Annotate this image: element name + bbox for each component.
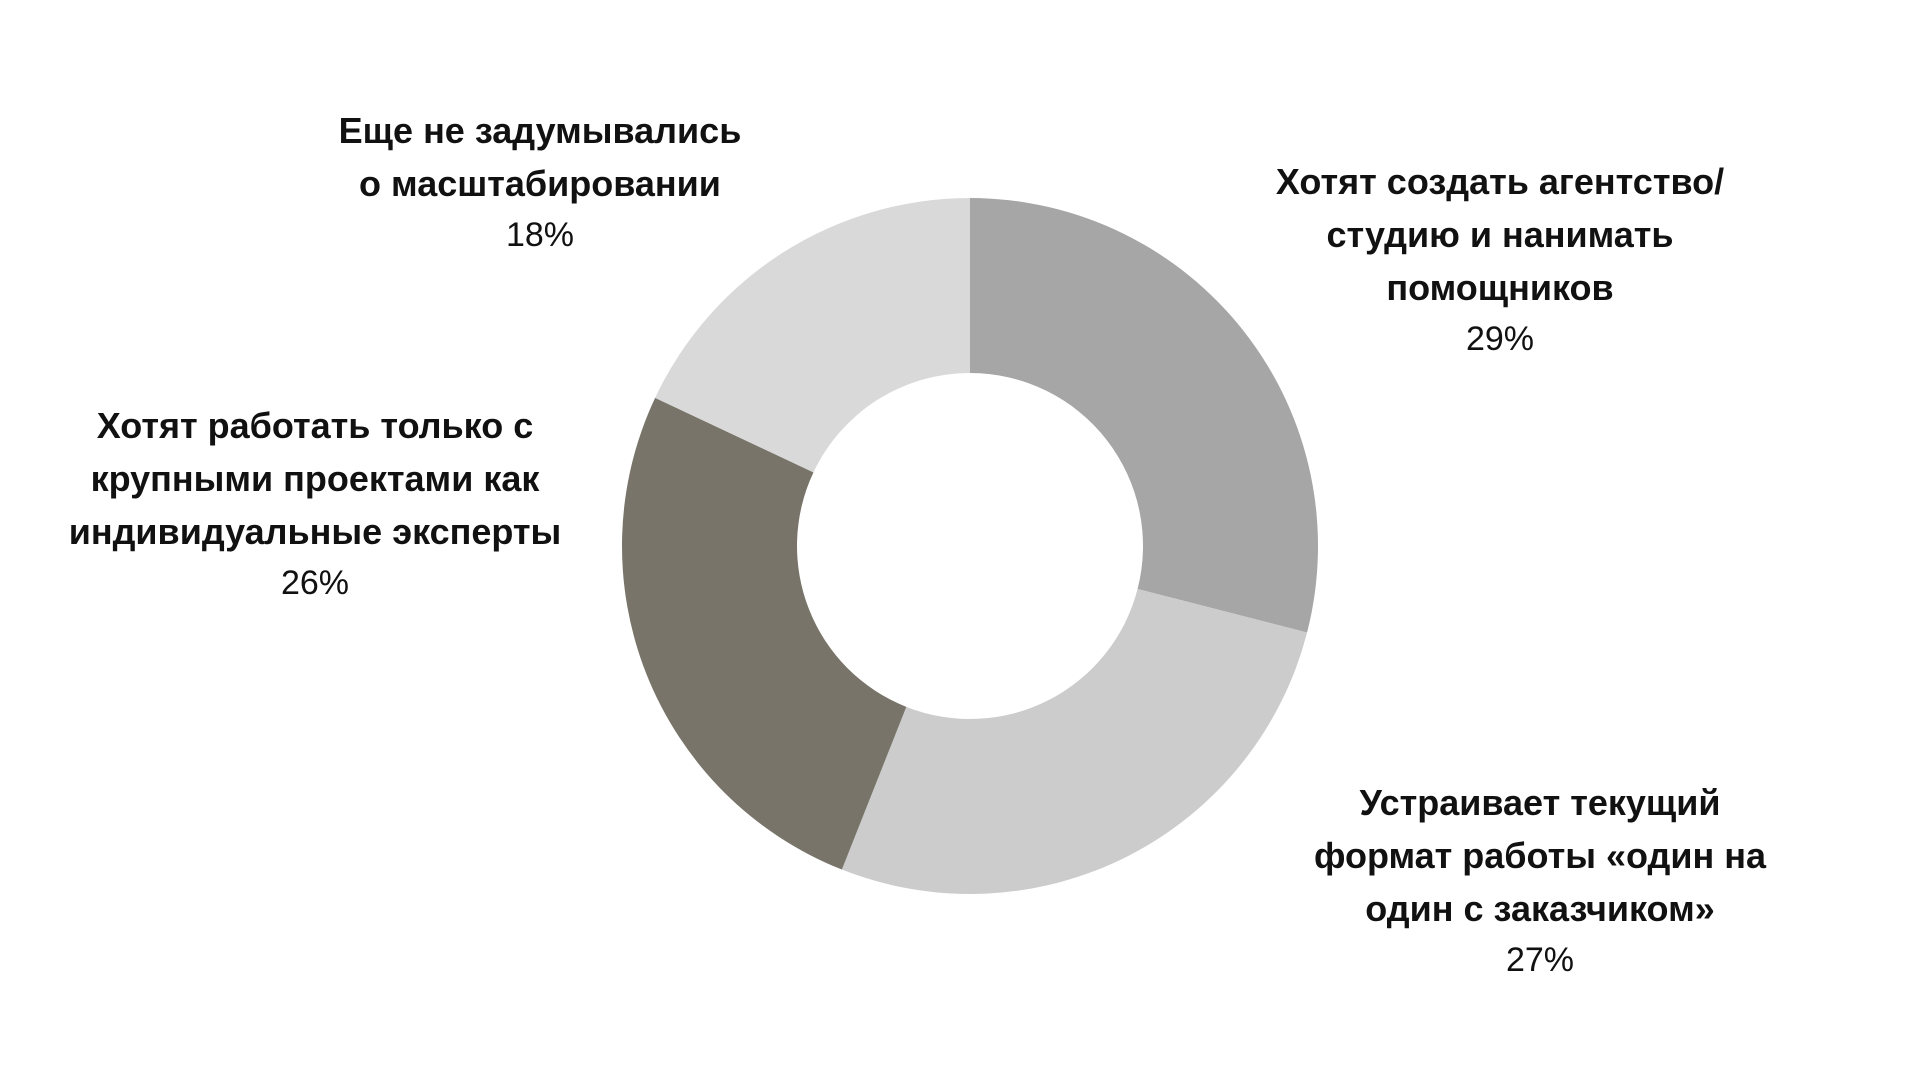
slice-label-not-considered: Еще не задумывались о масштабировании 18…	[250, 104, 830, 260]
slice-label-experts: Хотят работать только с крупными проекта…	[15, 399, 615, 608]
slice-label-experts-name: Хотят работать только с крупными проекта…	[68, 405, 562, 552]
donut-slice-one-on-one	[841, 589, 1308, 894]
slice-label-experts-value: 26%	[280, 564, 350, 602]
slice-label-one-on-one: Устраивает текущий формат работы «один н…	[1230, 776, 1850, 985]
slice-label-one-on-one-name: Устраивает текущий формат работы «один н…	[1313, 782, 1767, 929]
slice-label-agency: Хотят создать агентство/ студию и нанима…	[1190, 155, 1810, 364]
donut-slice-not-considered	[655, 198, 970, 473]
slice-label-one-on-one-value: 27%	[1505, 941, 1575, 979]
slice-label-agency-value: 29%	[1465, 320, 1535, 358]
slice-label-agency-name: Хотят создать агентство/ студию и нанима…	[1275, 161, 1725, 308]
slice-label-not-considered-value: 18%	[505, 216, 575, 254]
donut-slice-agency	[970, 198, 1318, 633]
donut-slice-experts	[622, 397, 907, 870]
slice-label-not-considered-name: Еще не задумывались о масштабировании	[338, 110, 742, 204]
